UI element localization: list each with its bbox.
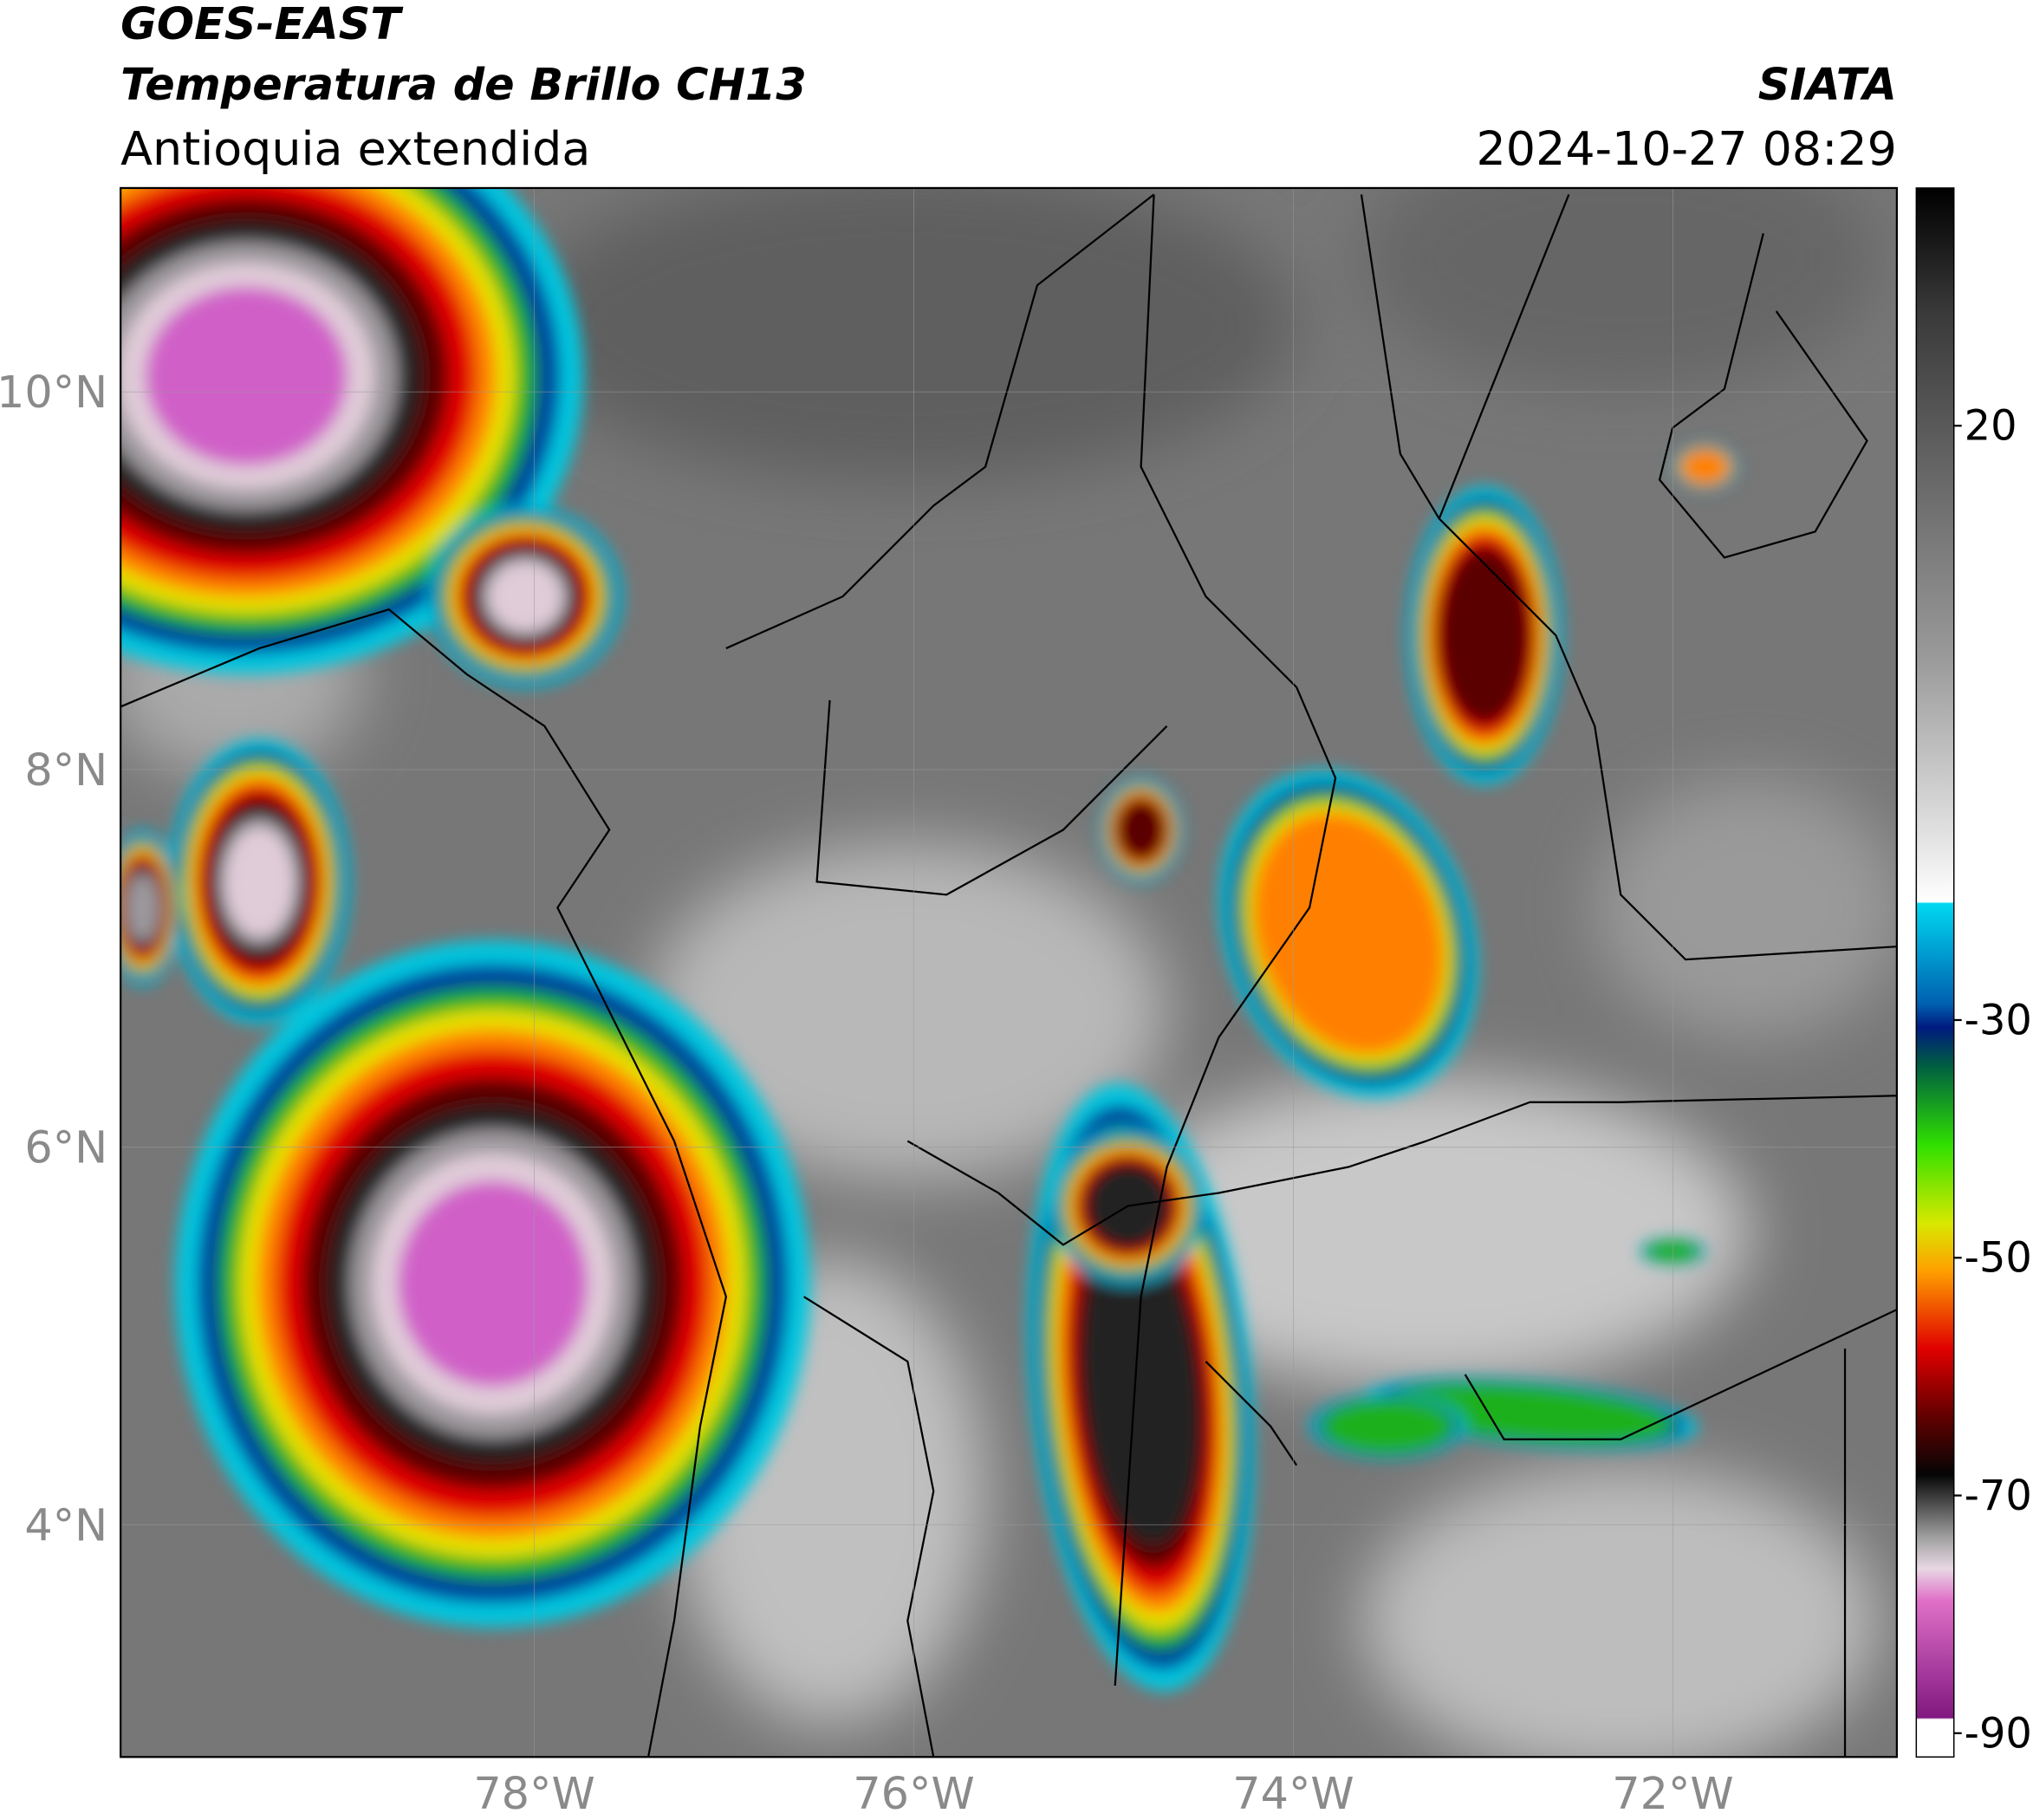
storm-layer	[1438, 545, 1531, 725]
colorbar	[1915, 187, 1955, 1758]
source: SIATA	[1758, 59, 1897, 110]
y-tick-label: 10°N	[0, 367, 107, 418]
storm-layer	[1680, 449, 1730, 484]
grid	[120, 187, 1897, 1758]
subtitle: Antioquia extendida	[120, 121, 590, 176]
x-tick-label: 78°W	[473, 1768, 594, 1819]
storm-layer	[1115, 798, 1166, 861]
x-tick-label: 72°W	[1612, 1768, 1733, 1819]
satellite-image	[120, 187, 1897, 1758]
storm-layer	[488, 562, 562, 632]
title-line1: GOES-EAST	[120, 0, 404, 49]
storm-layer	[1081, 1229, 1200, 1546]
datetime: 2024-10-27 08:29	[1477, 121, 1897, 176]
storm-layer	[145, 286, 347, 466]
colorbar-tick-label: -30	[1965, 997, 2032, 1044]
map-frame	[120, 186, 1899, 1758]
title-line2: Temperatura de Brillo CH13	[120, 59, 807, 110]
colorbar-tick-label: 20	[1965, 403, 2017, 451]
y-tick-label: 6°N	[24, 1122, 107, 1173]
colorbar-tick-label: -50	[1965, 1235, 2032, 1283]
y-tick-label: 4°N	[24, 1499, 107, 1550]
x-tick-label: 74°W	[1232, 1768, 1354, 1819]
storm-layer	[224, 827, 295, 936]
colorbar-tick-label: -70	[1965, 1472, 2032, 1520]
colorbar-tick-label: -90	[1965, 1710, 2032, 1758]
storm-layer	[125, 872, 160, 943]
storms	[120, 187, 1737, 1692]
borders	[120, 193, 1897, 1758]
storm-layer	[1252, 812, 1445, 1056]
storm-layer	[397, 1180, 588, 1388]
axes: 78°W 76°W 74°W 72°W 10°N 8°N 6°N 4°N 20 -30 -50 -70…	[0, 367, 2032, 1819]
storm-layer	[1320, 1398, 1455, 1454]
y-tick-label: 8°N	[24, 744, 107, 796]
x-tick-label: 76°W	[853, 1768, 974, 1819]
